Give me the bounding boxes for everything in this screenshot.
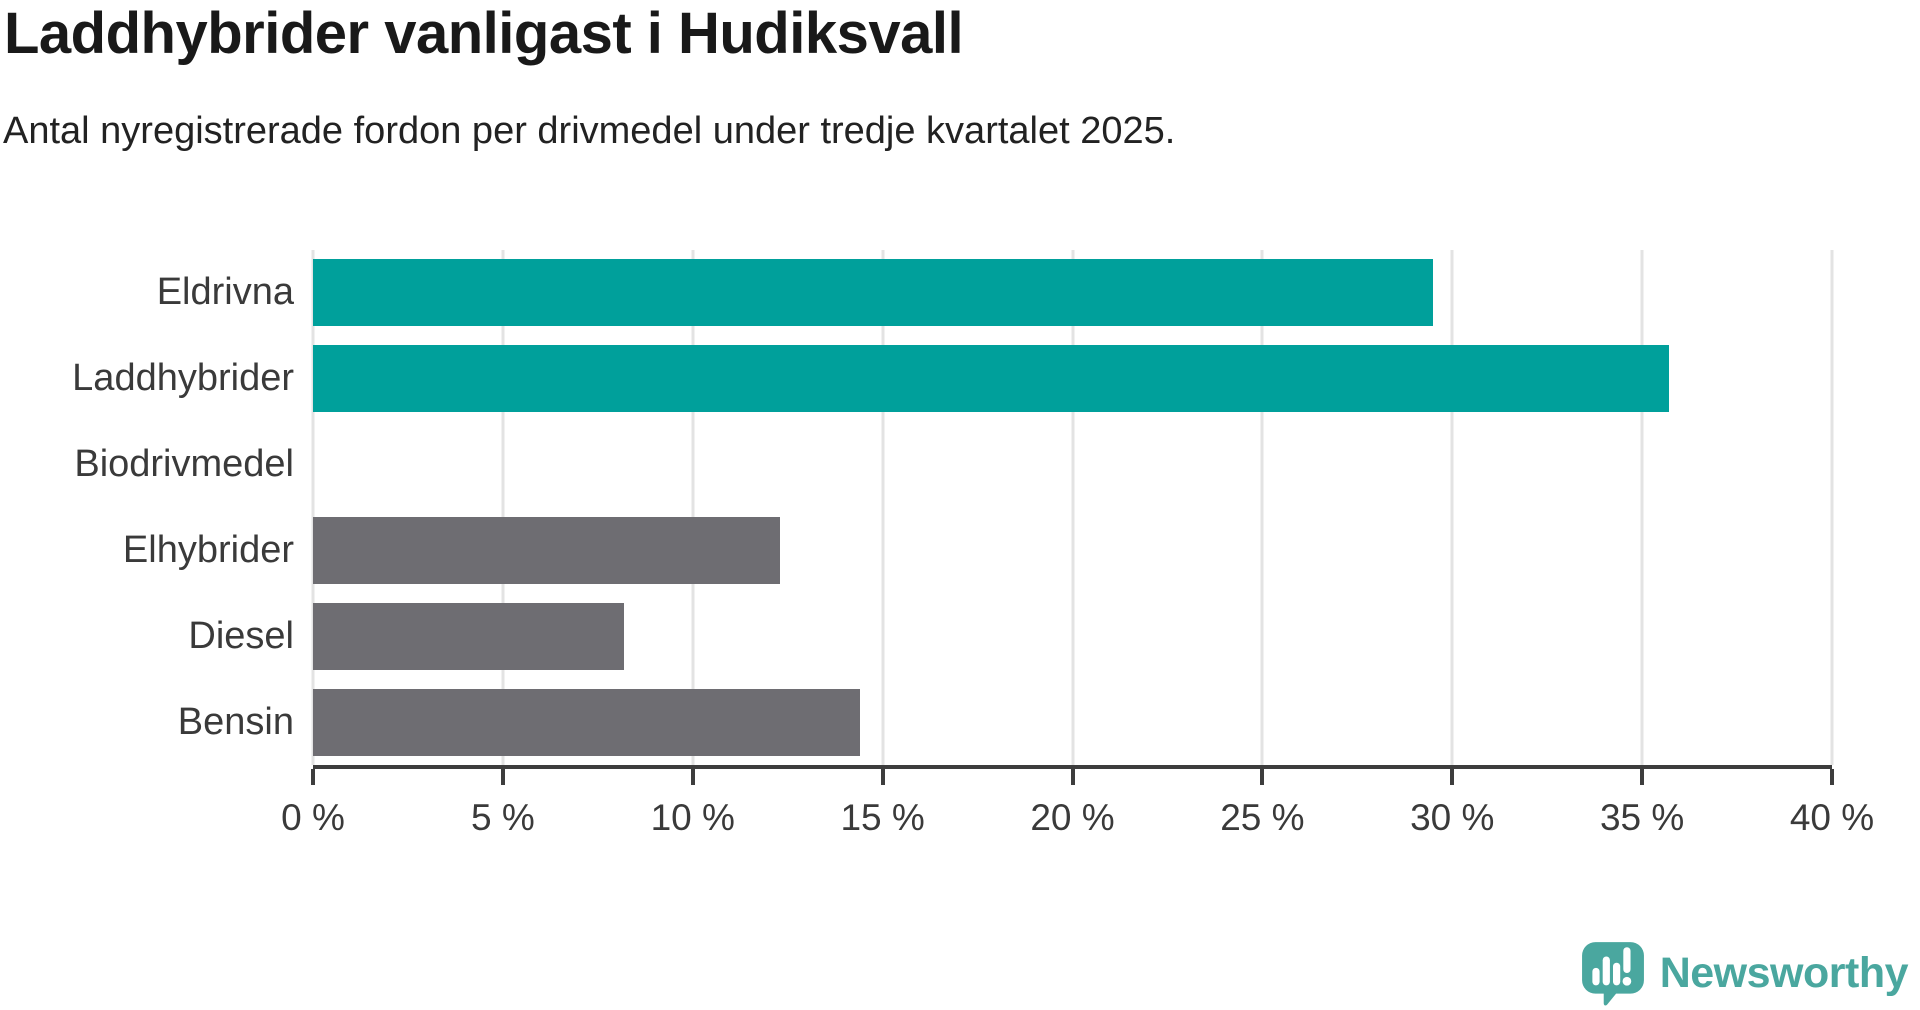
category-label: Bensin: [177, 700, 294, 743]
chart-subtitle: Antal nyregistrerade fordon per drivmede…: [3, 110, 1176, 152]
x-tick-mark: [880, 769, 885, 785]
bar-row: [313, 250, 1832, 336]
x-tick-mark: [311, 769, 315, 785]
category-label: Biodrivmedel: [74, 443, 294, 486]
x-tick-mark: [1070, 769, 1075, 785]
x-tick-label: 15 %: [840, 797, 925, 838]
newsworthy-wordmark: Newsworthy: [1659, 948, 1909, 997]
plot-area: [311, 250, 1834, 765]
bar-row: [313, 507, 1832, 593]
x-tick-mark: [690, 769, 695, 785]
x-tick-mark: [1830, 769, 1834, 785]
bar-row: [313, 679, 1832, 765]
gridline: [881, 250, 885, 765]
gridline: [311, 250, 315, 765]
bar-rows: [313, 250, 1832, 765]
gridline: [1450, 250, 1454, 765]
x-tick-label: 40 %: [1789, 797, 1875, 838]
newsworthy-logo: Newsworthy: [1580, 940, 1909, 1006]
bar-elhybrider: [313, 516, 781, 584]
x-tick-label: 20 %: [1030, 797, 1115, 838]
gridline: [1640, 250, 1644, 765]
x-tick-label: 25 %: [1220, 797, 1305, 838]
x-tick-label: 35 %: [1599, 797, 1685, 838]
bar-eldrivna: [313, 259, 1434, 327]
bar-laddhybrider: [313, 345, 1669, 413]
bar-row: [313, 336, 1832, 422]
x-tick-label: 0 %: [281, 797, 345, 838]
category-label: Elhybrider: [122, 528, 294, 571]
x-tick-mark: [1450, 769, 1455, 785]
gridline: [1071, 250, 1074, 765]
gridline: [1830, 250, 1834, 765]
gridline: [501, 250, 505, 765]
x-tick-mark: [500, 769, 505, 785]
x-tick-mark: [1260, 769, 1265, 785]
category-label: Eldrivna: [156, 271, 294, 314]
x-tick-label: 30 %: [1410, 797, 1495, 838]
x-tick-mark: [1640, 769, 1645, 785]
category-label: Laddhybrider: [72, 357, 294, 400]
bar-row: [313, 593, 1832, 679]
chart-title: Laddhybrider vanligast i Hudiksvall: [4, 1, 964, 66]
x-tick-label: 10 %: [650, 797, 735, 838]
x-tick-label: 5 %: [470, 797, 535, 838]
bar-row: [313, 422, 1832, 508]
gridline: [691, 250, 695, 765]
bar-bensin: [313, 688, 860, 756]
bar-diesel: [313, 602, 625, 670]
gridline: [1260, 250, 1264, 765]
x-axis: 0 % 5 % 10 % 15 % 20 % 25 % 30 % 35 % 40 %: [281, 765, 1874, 838]
y-axis-category-labels: Eldrivna Laddhybrider Biodrivmedel Elhybrid…: [0, 250, 294, 765]
newsworthy-chart-bubble-icon: [1581, 942, 1644, 1006]
category-label: Diesel: [188, 614, 294, 657]
